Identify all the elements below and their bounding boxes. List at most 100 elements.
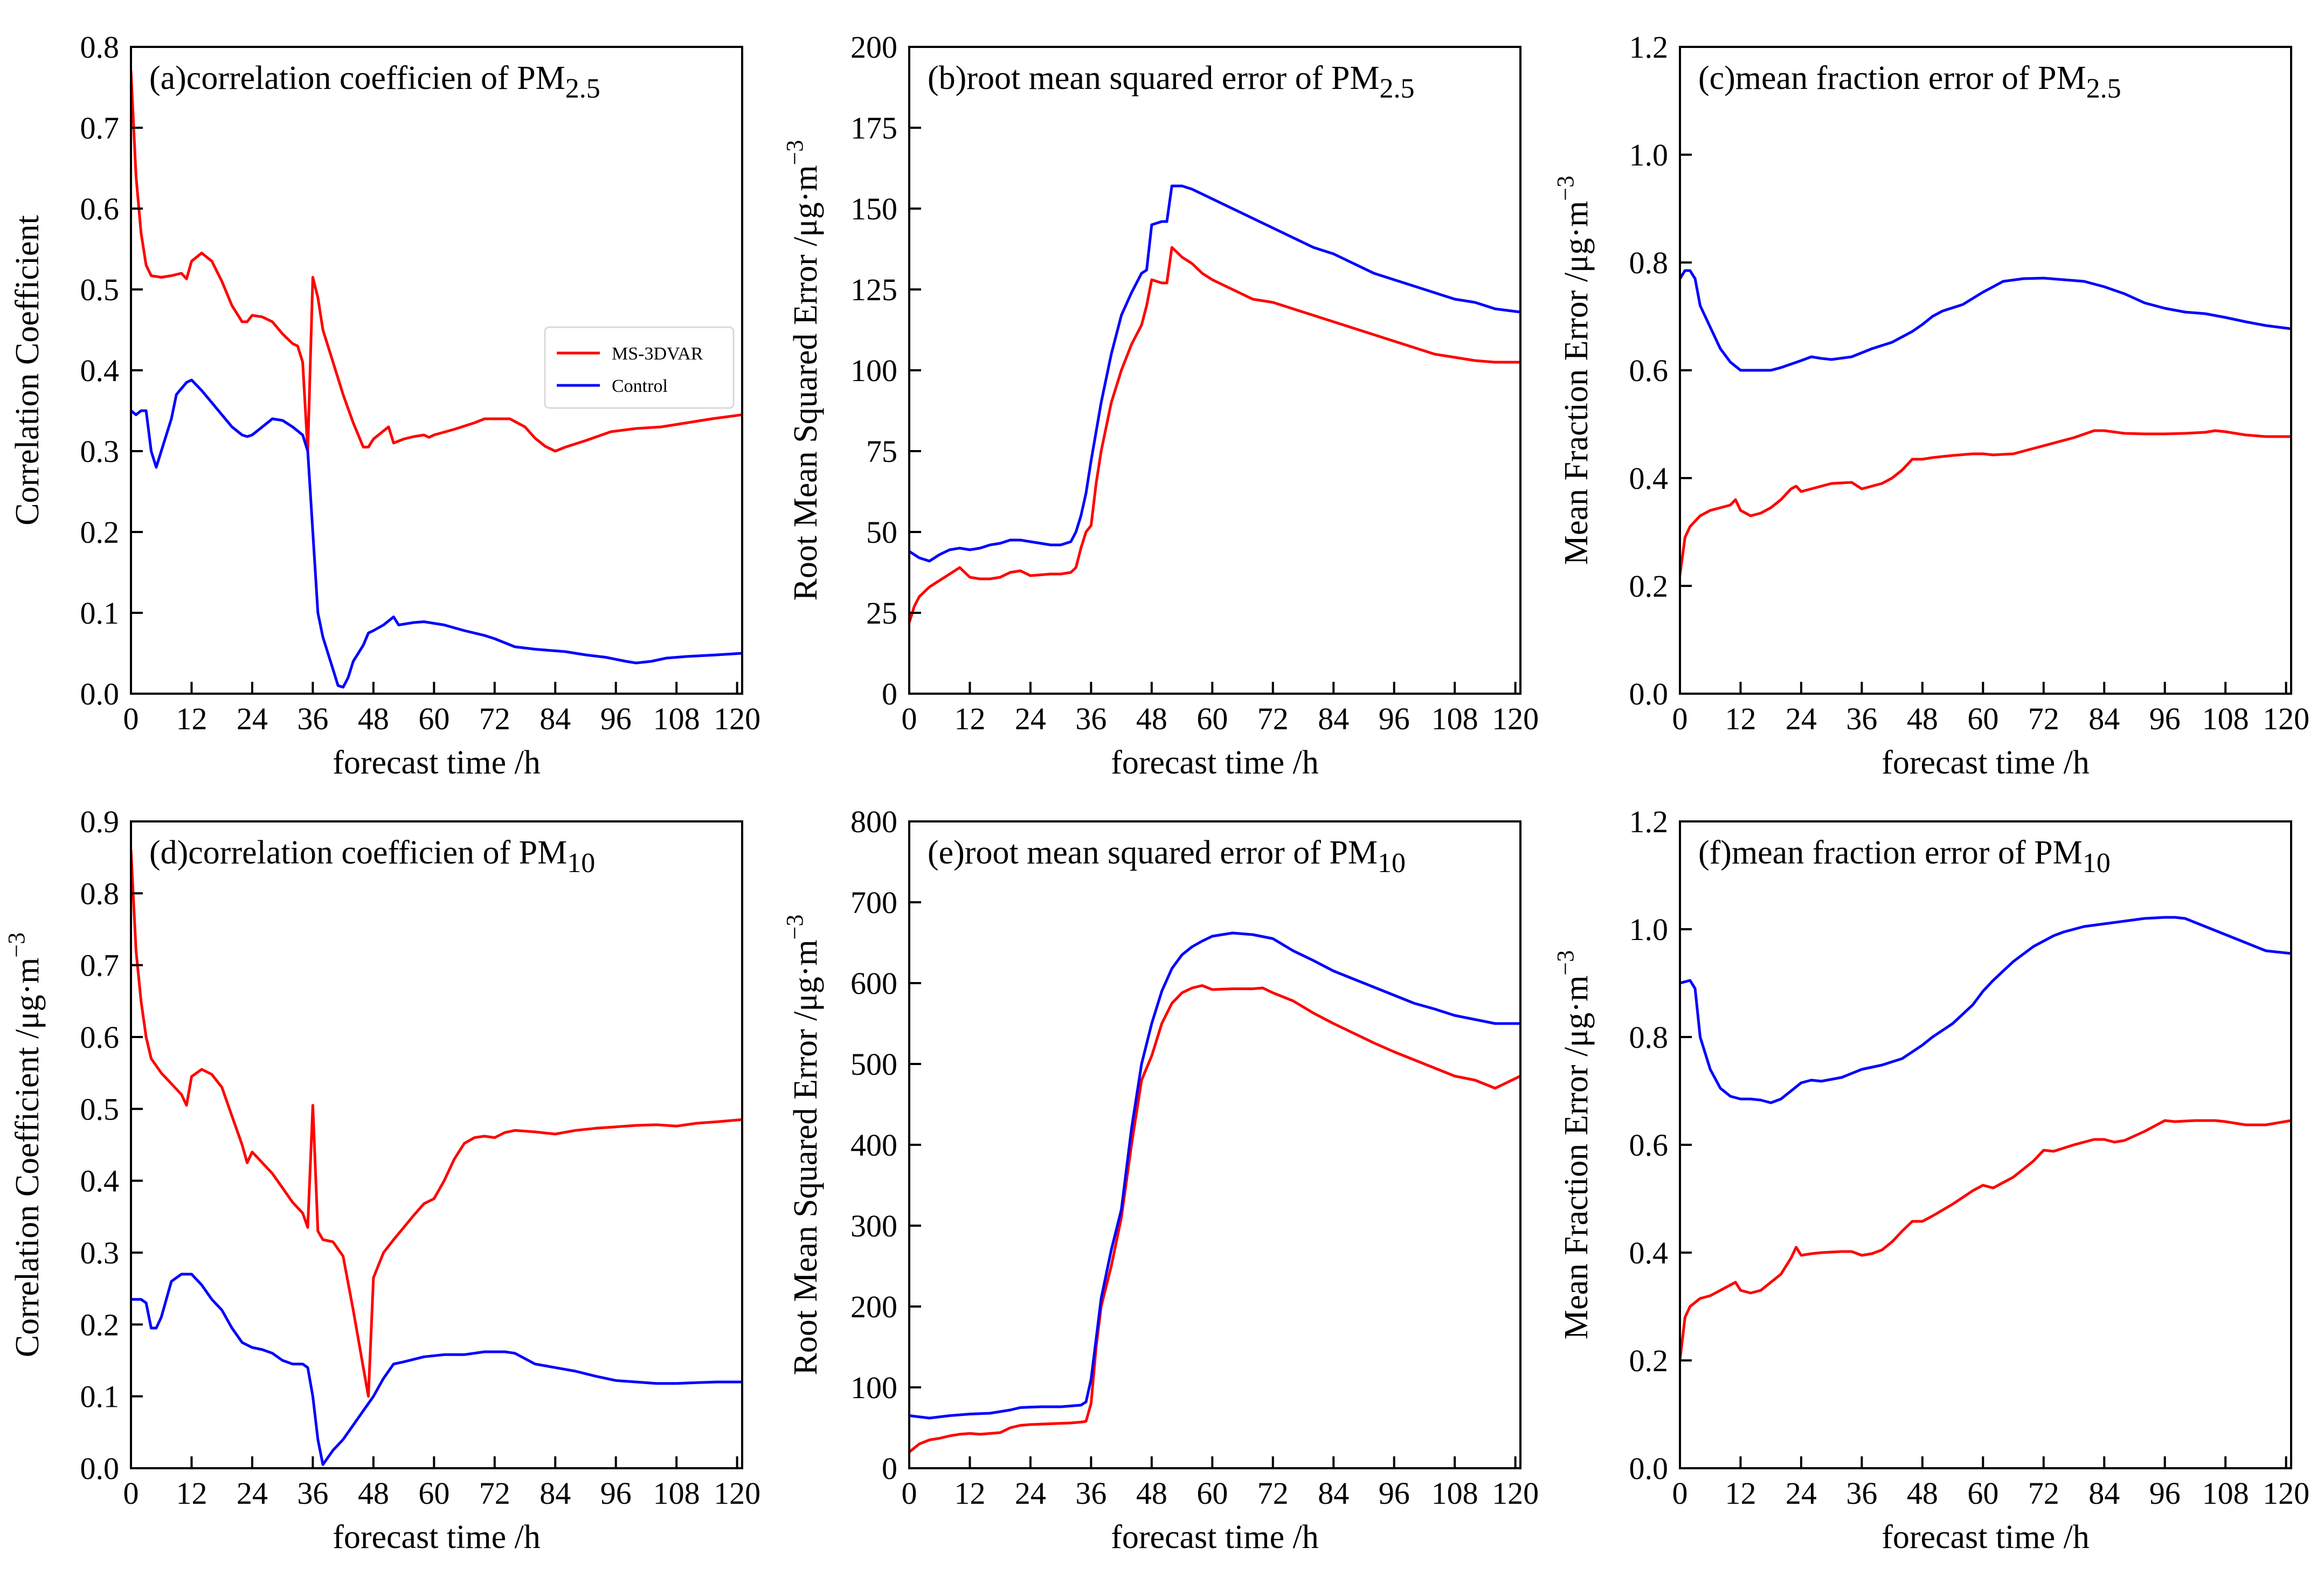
- x-tick-label-c: 12: [1725, 701, 1756, 736]
- x-tick-label-a: 120: [714, 701, 760, 736]
- y-tick-label-d: 0.1: [80, 1379, 120, 1414]
- y-tick-label-b: 75: [866, 434, 897, 469]
- y-tick-label-f: 0.2: [1629, 1343, 1669, 1378]
- series-line-f-control: [1680, 916, 2291, 1104]
- y-tick-label-e: 0: [882, 1451, 897, 1486]
- x-tick-label-f: 24: [1786, 1476, 1817, 1511]
- x-tick-label-f: 0: [1672, 1476, 1688, 1511]
- y-tick-label-a: 0.8: [80, 30, 120, 65]
- panel-title-a: (a)correlation coefficien of PM2.5: [149, 60, 600, 104]
- x-tick-label-c: 48: [1907, 701, 1938, 736]
- y-tick-label-c: 1.2: [1629, 30, 1669, 65]
- x-tick-label-e: 36: [1075, 1476, 1106, 1511]
- y-tick-label-b: 200: [850, 30, 897, 65]
- series-line-a-ms-3dvar: [131, 70, 742, 453]
- x-tick-label-d: 72: [479, 1476, 510, 1511]
- y-tick-label-b: 25: [866, 596, 897, 631]
- panel-title-b: (b)root mean squared error of PM2.5: [928, 60, 1414, 104]
- series-line-d-ms-3dvar: [131, 848, 742, 1398]
- y-tick-label-e: 400: [850, 1128, 897, 1163]
- series-line-e-ms-3dvar: [909, 984, 1520, 1454]
- x-tick-label-c: 36: [1846, 701, 1877, 736]
- x-tick-label-e: 108: [1431, 1476, 1478, 1511]
- x-tick-label-d: 84: [540, 1476, 571, 1511]
- plot-frame-f: [1679, 820, 2292, 1469]
- x-tick-label-b: 24: [1015, 701, 1046, 736]
- y-tick-label-c: 0.6: [1629, 353, 1669, 388]
- y-tick-label-c: 0.0: [1629, 676, 1669, 711]
- x-tick-label-b: 120: [1492, 701, 1539, 736]
- x-tick-label-b: 36: [1075, 701, 1106, 736]
- y-tick-label-a: 0.2: [80, 515, 120, 550]
- y-tick-label-f: 0.8: [1629, 1020, 1669, 1055]
- y-tick-label-d: 0.5: [80, 1091, 120, 1126]
- series-line-f-ms-3dvar: [1680, 1119, 2291, 1362]
- y-axis-title-a: Correlation Coefficient: [9, 215, 46, 526]
- y-tick-label-e: 200: [850, 1289, 897, 1324]
- y-axis-title-f: Mean Fraction Error /μg·m−3: [1552, 950, 1595, 1339]
- x-tick-label-a: 60: [418, 701, 449, 736]
- x-axis-title-f: forecast time /h: [1882, 1519, 2090, 1556]
- y-tick-label-a: 0.4: [80, 353, 120, 388]
- x-tick-label-a: 24: [237, 701, 268, 736]
- y-tick-label-c: 0.4: [1629, 461, 1669, 496]
- y-tick-label-f: 0.4: [1629, 1235, 1669, 1270]
- x-tick-label-f: 48: [1907, 1476, 1938, 1511]
- x-tick-label-f: 96: [2149, 1476, 2181, 1511]
- series-line-c-control: [1680, 269, 2291, 372]
- panel-e: 0 12 24 36 48 60 72 84 96 108 120 0 100 200 300 400 500 6…: [781, 804, 1539, 1556]
- x-tick-label-c: 84: [2088, 701, 2120, 736]
- x-tick-label-a: 108: [653, 701, 700, 736]
- x-tick-label-f: 120: [2263, 1476, 2309, 1511]
- x-tick-label-f: 84: [2088, 1476, 2120, 1511]
- x-axis-title-a: forecast time /h: [333, 744, 541, 781]
- x-tick-label-e: 84: [1318, 1476, 1349, 1511]
- y-tick-label-a: 0.1: [80, 596, 120, 631]
- x-tick-label-c: 24: [1786, 701, 1817, 736]
- panel-c: 0 12 24 36 48 60 72 84 96 108 120 0.0 0.2 0.4 0.6 0.8 1.…: [1552, 30, 2309, 781]
- y-tick-label-a: 0.0: [80, 676, 120, 711]
- x-tick-label-d: 120: [714, 1476, 760, 1511]
- x-tick-label-a: 48: [358, 701, 389, 736]
- series-line-b-ms-3dvar: [909, 246, 1520, 624]
- x-tick-label-f: 12: [1725, 1476, 1756, 1511]
- panel-b: 0 12 24 36 48 60 72 84 96 108 120 0 25 50 75 100 125 150 1…: [781, 30, 1539, 781]
- x-tick-label-d: 48: [358, 1476, 389, 1511]
- x-tick-label-b: 108: [1431, 701, 1478, 736]
- plot-frame-b: [908, 46, 1521, 695]
- x-tick-label-a: 72: [479, 701, 510, 736]
- x-tick-label-f: 36: [1846, 1476, 1877, 1511]
- y-tick-label-c: 0.8: [1629, 245, 1669, 280]
- panel-title-d: (d)correlation coefficien of PM10: [149, 834, 595, 879]
- series-line-d-control: [131, 1273, 742, 1466]
- legend-frame: [544, 326, 735, 409]
- y-tick-label-a: 0.5: [80, 272, 120, 307]
- x-axis-title-d: forecast time /h: [333, 1519, 541, 1556]
- x-tick-label-e: 120: [1492, 1476, 1539, 1511]
- y-tick-label-e: 500: [850, 1047, 897, 1082]
- y-tick-label-b: 125: [850, 272, 897, 307]
- y-tick-label-d: 0.0: [80, 1451, 120, 1486]
- x-tick-label-b: 0: [902, 701, 917, 736]
- y-tick-label-f: 1.0: [1629, 912, 1669, 947]
- y-tick-label-d: 0.8: [80, 876, 120, 911]
- x-tick-label-a: 12: [176, 701, 207, 736]
- x-tick-label-d: 108: [653, 1476, 700, 1511]
- x-tick-label-c: 0: [1672, 701, 1688, 736]
- x-axis-title-c: forecast time /h: [1882, 744, 2090, 781]
- series-line-a-control: [131, 378, 742, 689]
- plot-frame-e: [908, 820, 1521, 1469]
- y-axis-title-b: Root Mean Squared Error /μg·m−3: [781, 140, 824, 601]
- series-line-b-control: [909, 184, 1520, 563]
- y-tick-label-b: 150: [850, 191, 897, 226]
- series-line-e-control: [909, 931, 1520, 1420]
- y-tick-label-c: 0.2: [1629, 569, 1669, 604]
- x-tick-label-d: 60: [418, 1476, 449, 1511]
- plot-frame-d: [130, 820, 743, 1469]
- x-axis-title-b: forecast time /h: [1111, 744, 1319, 781]
- y-tick-label-b: 100: [850, 353, 897, 388]
- x-tick-label-e: 24: [1015, 1476, 1046, 1511]
- y-tick-label-c: 1.0: [1629, 137, 1669, 172]
- x-axis-title-e: forecast time /h: [1111, 1519, 1319, 1556]
